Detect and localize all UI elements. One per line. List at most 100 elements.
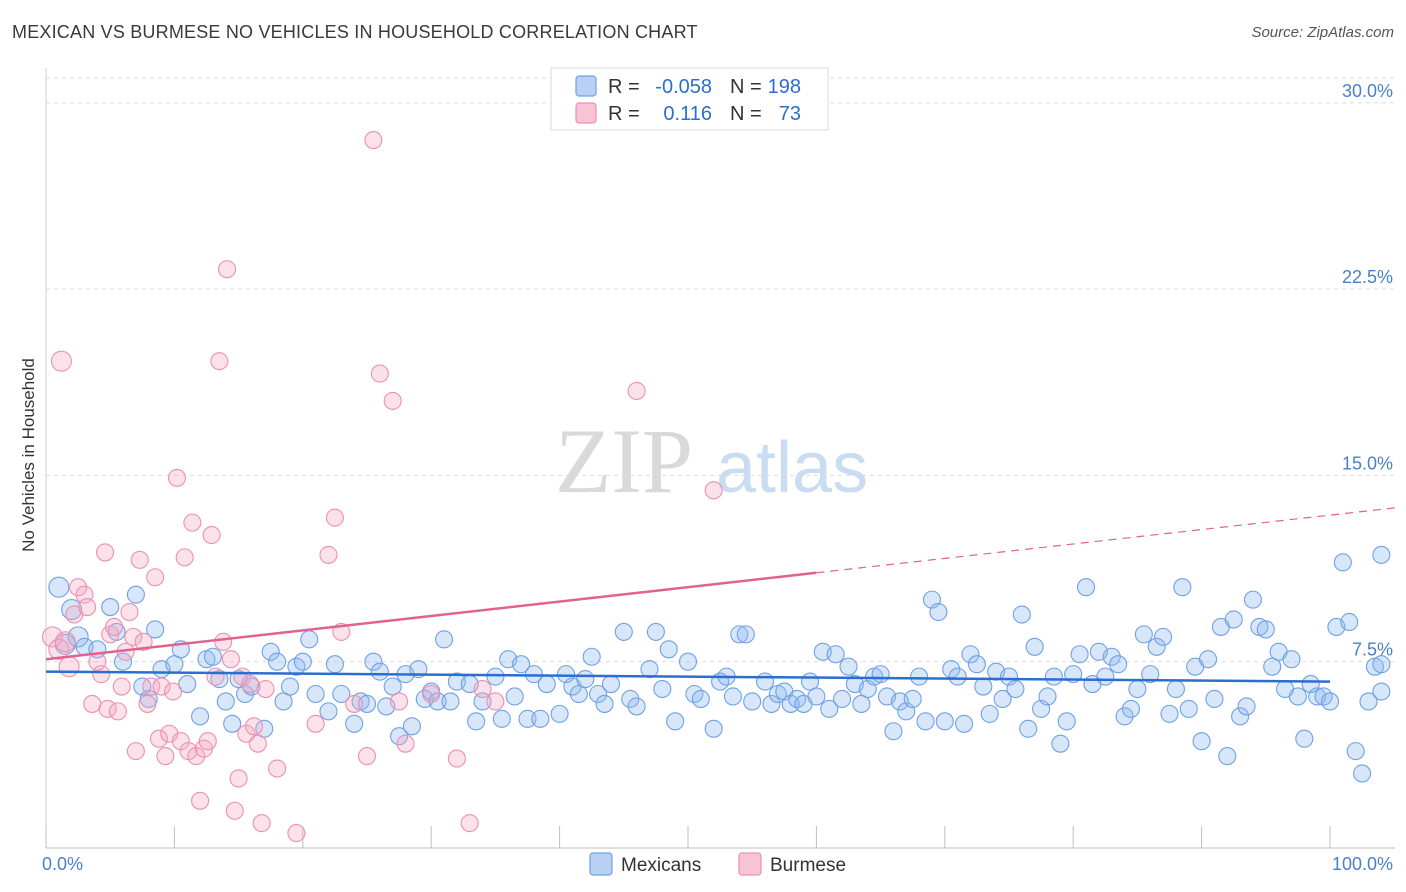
point-mexicans-59 (492, 709, 511, 728)
y-tick-label-1: 15.0% (1342, 453, 1393, 473)
point-mexicans-94 (755, 672, 775, 691)
point-burmese-58 (306, 714, 325, 733)
point-mexicans-149 (1109, 655, 1128, 674)
point-mexicans-106 (833, 689, 852, 709)
point-burmese-40 (198, 732, 217, 751)
trend-line-burmese-extension (816, 506, 1401, 574)
point-mexicans-104 (820, 699, 839, 718)
point-mexicans-36 (325, 655, 344, 674)
point-mexicans-78 (627, 697, 646, 716)
point-burmese-42 (206, 667, 225, 686)
y-tick-label-2: 22.5% (1342, 267, 1393, 287)
point-burmese-54 (252, 814, 271, 833)
axes (45, 68, 1395, 849)
trend-line-mexicans (45, 670, 1331, 683)
point-mexicans-41 (364, 652, 383, 671)
point-mexicans-70 (569, 684, 588, 704)
point-mexicans-126 (961, 645, 980, 664)
point-burmese-16 (108, 702, 127, 721)
point-burmese-4 (58, 656, 80, 678)
point-mexicans-131 (993, 689, 1012, 709)
point-burmese-0 (41, 626, 63, 648)
point-mexicans-38 (345, 714, 364, 733)
point-mexicans-191 (1372, 682, 1391, 701)
watermark: ZIP atlas (555, 410, 868, 512)
point-mexicans-24 (235, 684, 255, 704)
point-mexicans-17 (191, 707, 210, 726)
point-burmese-73 (486, 692, 505, 711)
point-mexicans-121 (929, 602, 948, 622)
point-burmese-46 (221, 650, 240, 669)
point-mexicans-62 (512, 655, 531, 674)
point-burmese-53 (248, 734, 267, 753)
point-mexicans-168 (1231, 707, 1250, 726)
gridlines (46, 77, 1395, 663)
point-mexicans-16 (178, 675, 197, 694)
point-burmese-12 (96, 543, 115, 562)
point-burmese-17 (112, 677, 131, 696)
point-mexicans-188 (1359, 692, 1378, 711)
point-mexicans-186 (1346, 742, 1365, 761)
point-mexicans-136 (1025, 637, 1044, 656)
point-mexicans-35 (319, 702, 338, 721)
point-burmese-68 (396, 734, 415, 753)
point-mexicans-169 (1237, 697, 1256, 716)
point-burmese-66 (383, 391, 402, 410)
point-mexicans-30 (280, 677, 300, 696)
point-mexicans-63 (518, 709, 537, 728)
point-mexicans-3 (67, 626, 89, 648)
point-mexicans-166 (1218, 747, 1237, 766)
point-mexicans-83 (666, 712, 685, 731)
point-mexicans-58 (486, 667, 505, 686)
point-mexicans-156 (1154, 627, 1173, 646)
point-burmese-71 (460, 814, 479, 833)
point-mexicans-159 (1173, 578, 1192, 597)
point-burmese-15 (105, 617, 124, 636)
point-burmese-8 (78, 598, 97, 617)
x-tick-label-1: 100.0% (1332, 854, 1393, 874)
point-mexicans-133 (1006, 679, 1025, 699)
point-burmese-51 (241, 675, 260, 694)
bottom-legend-label-mexicans: Mexicans (621, 855, 701, 876)
point-mexicans-82 (659, 640, 678, 659)
point-mexicans-151 (1121, 699, 1141, 718)
point-mexicans-162 (1192, 732, 1211, 751)
point-burmese-47 (225, 801, 244, 820)
chart-title: MEXICAN VS BURMESE NO VEHICLES IN HOUSEH… (12, 22, 698, 42)
point-burmese-29 (156, 747, 175, 766)
point-mexicans-74 (595, 694, 614, 713)
point-mexicans-76 (614, 622, 633, 641)
point-mexicans-192 (1372, 545, 1391, 564)
point-burmese-21 (126, 742, 145, 761)
trend-lines (45, 506, 1401, 683)
y-tick-label-0: 7.5% (1352, 640, 1393, 660)
point-burmese-72 (473, 679, 492, 699)
point-mexicans-34 (306, 684, 325, 704)
point-burmese-41 (202, 525, 221, 545)
point-mexicans-33 (300, 630, 319, 649)
point-mexicans-119 (916, 712, 935, 731)
bottom-legend-swatch-burmese (738, 852, 762, 876)
point-burmese-75 (704, 481, 723, 500)
point-mexicans-147 (1096, 667, 1115, 686)
legend-r-value-mexicans: -0.058 (655, 76, 712, 98)
point-mexicans-182 (1320, 692, 1340, 711)
point-burmese-37 (187, 747, 206, 766)
point-burmese-52 (244, 717, 264, 736)
point-burmese-2 (54, 631, 76, 653)
point-mexicans-87 (704, 719, 723, 738)
point-mexicans-67 (550, 704, 569, 723)
point-mexicans-112 (871, 665, 890, 684)
point-mexicans-143 (1070, 645, 1089, 664)
y-axis-title: No Vehicles in Household (19, 358, 38, 552)
point-burmese-11 (92, 665, 111, 684)
point-mexicans-95 (762, 694, 781, 713)
point-mexicans-125 (955, 714, 974, 733)
point-mexicans-107 (839, 657, 858, 676)
point-burmese-67 (390, 692, 409, 711)
point-mexicans-40 (357, 694, 377, 713)
legend-n-label-burmese: N = (730, 103, 762, 125)
point-mexicans-45 (390, 727, 409, 746)
point-burmese-22 (130, 550, 149, 569)
y-tick-label-3: 30.0% (1342, 81, 1393, 101)
